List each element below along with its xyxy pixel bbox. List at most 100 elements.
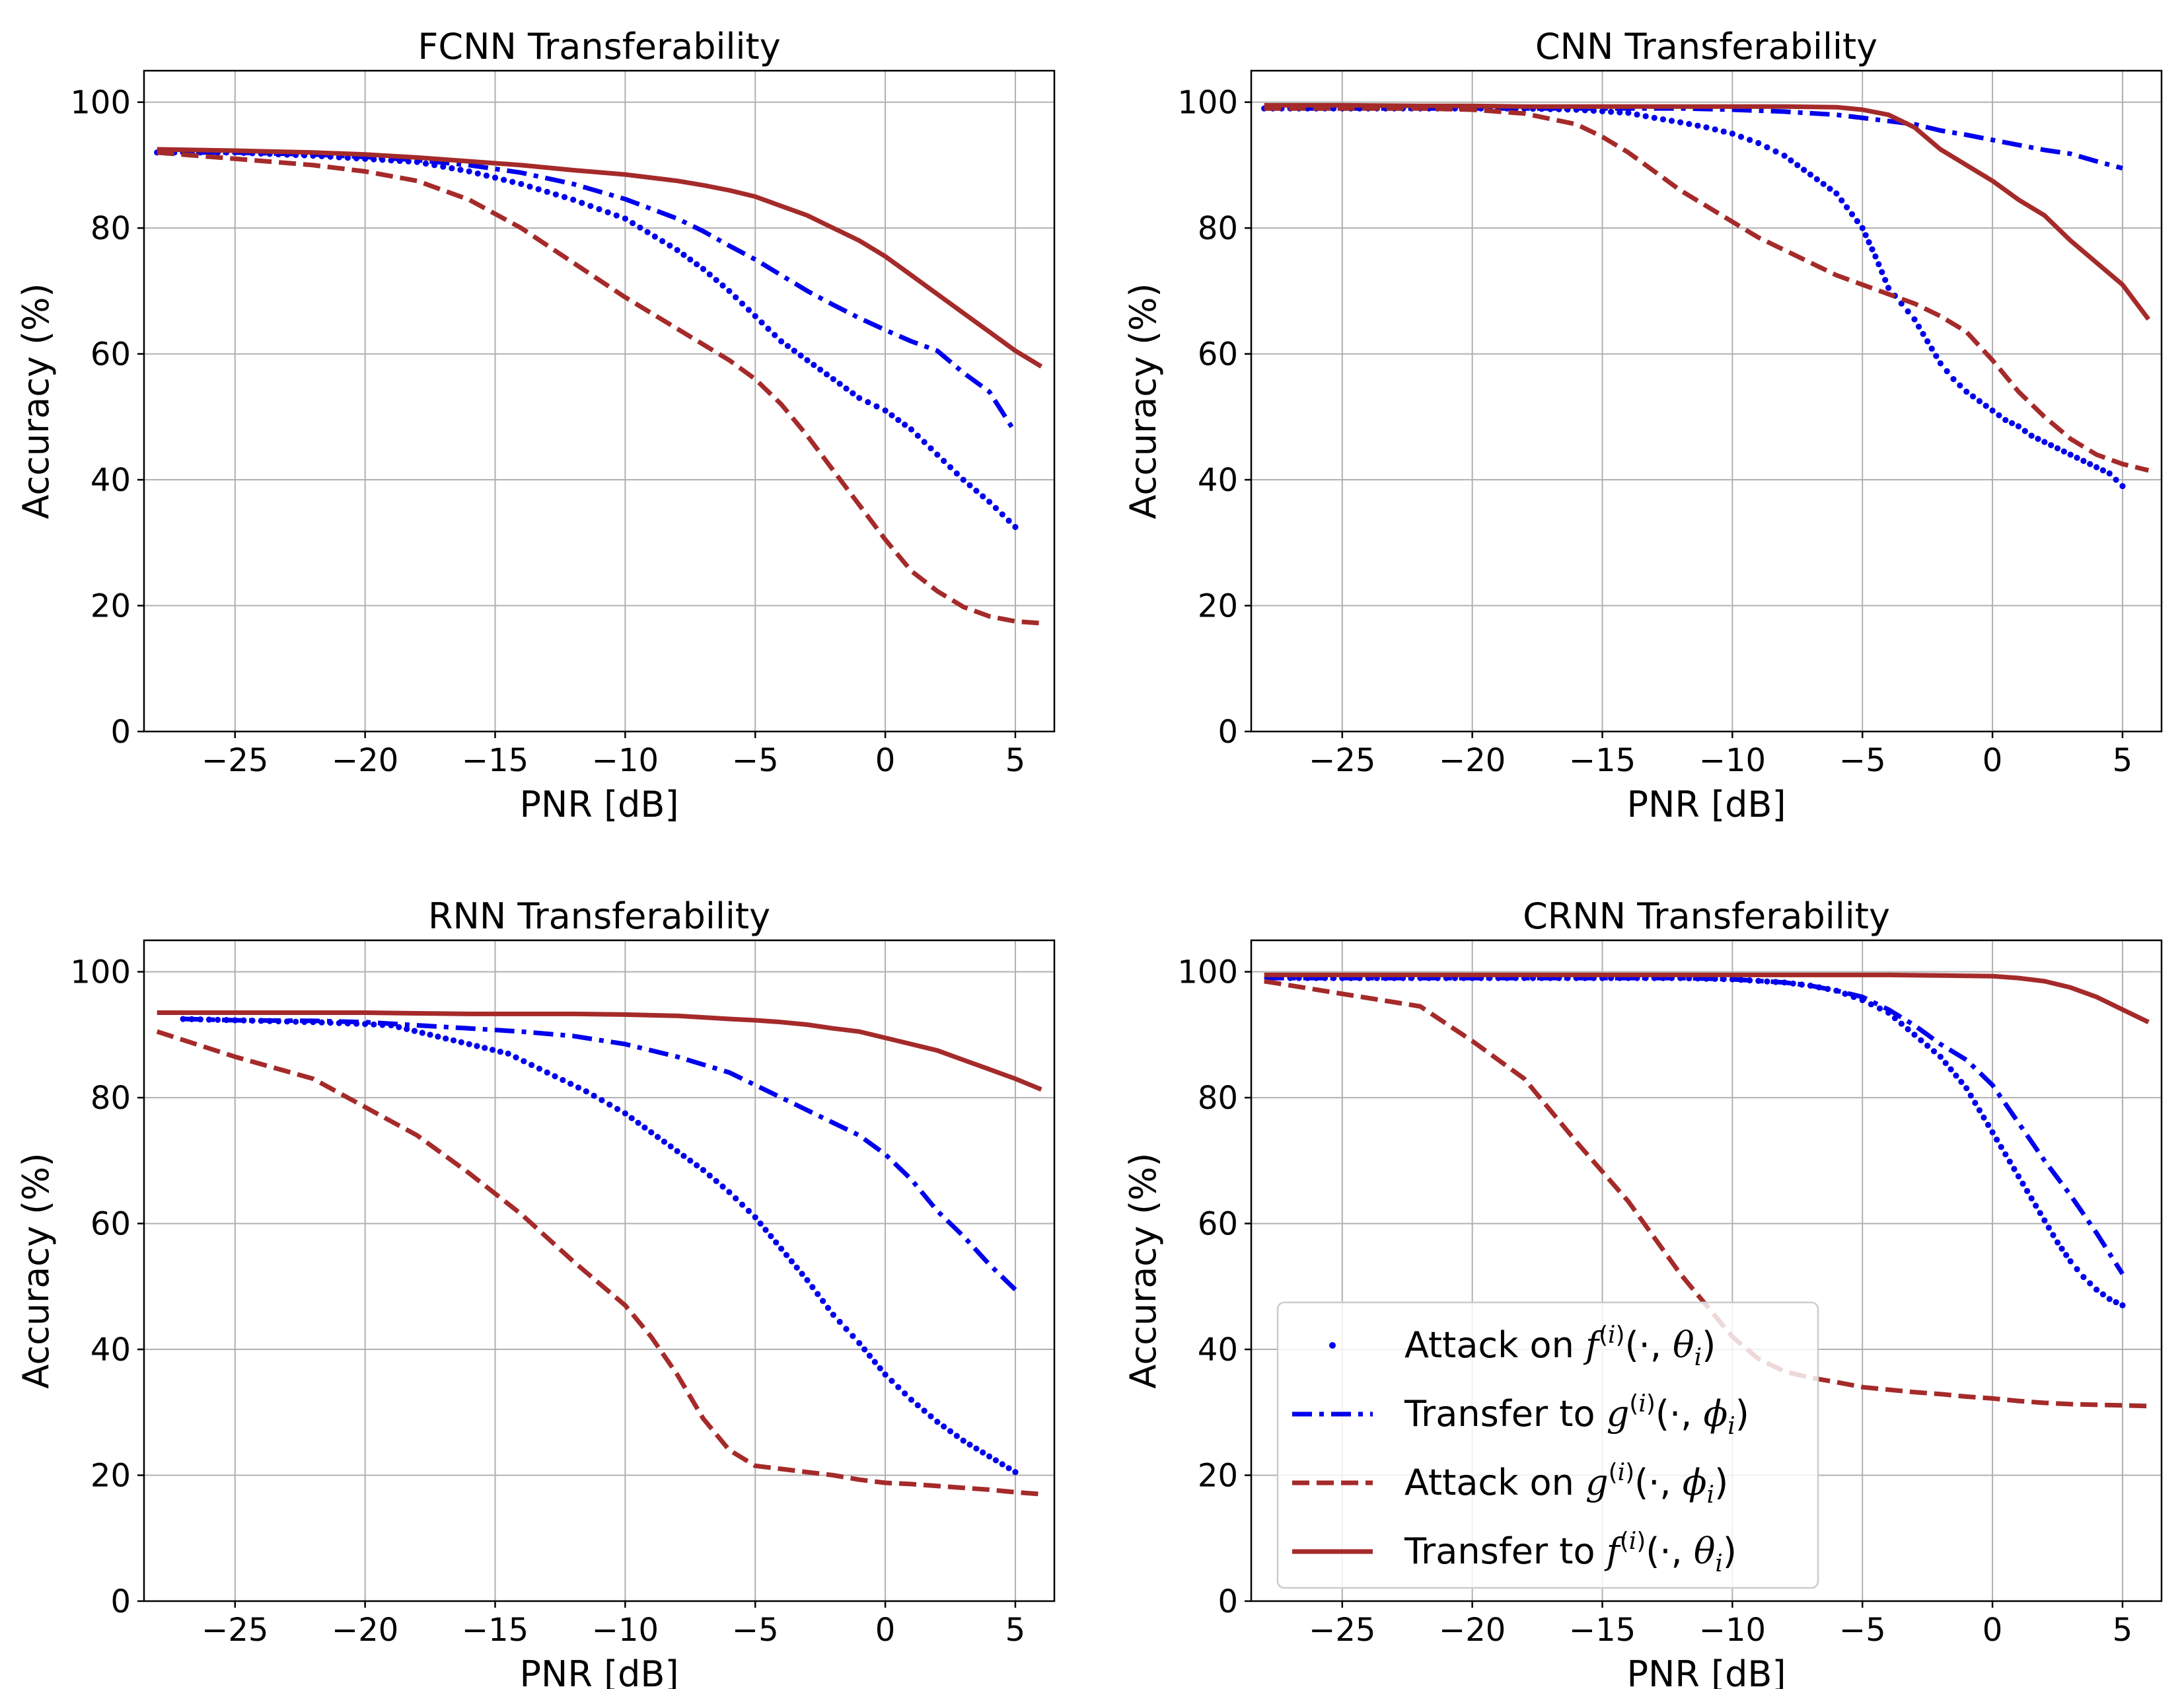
data-point xyxy=(706,1172,713,1179)
data-point xyxy=(713,1178,719,1184)
data-point xyxy=(1794,162,1801,169)
data-point xyxy=(648,1129,655,1136)
data-point xyxy=(811,361,817,368)
data-point xyxy=(1862,232,1869,239)
data-point xyxy=(791,348,797,354)
data-point xyxy=(1984,1121,1992,1128)
legend-item: Transfer to g(i)(·, ϕi) xyxy=(1292,1390,1749,1440)
data-point xyxy=(687,256,694,263)
data-point xyxy=(528,1061,535,1069)
chart-title: CNN Transferability xyxy=(1535,26,1877,67)
data-point xyxy=(934,451,941,458)
series-transfer-f-line xyxy=(1264,102,2151,321)
data-point xyxy=(1005,1465,1012,1472)
data-point xyxy=(1928,346,1935,352)
data-point xyxy=(941,457,947,465)
data-point xyxy=(661,1139,668,1145)
y-tick-label: 0 xyxy=(1218,1583,1238,1620)
x-tick-label: 5 xyxy=(2113,1612,2133,1649)
data-point xyxy=(1659,116,1666,123)
plot-lines xyxy=(1264,972,2150,1409)
data-point xyxy=(973,488,980,494)
data-point xyxy=(509,178,516,185)
y-tick-label: 0 xyxy=(1218,714,1238,751)
data-point xyxy=(2033,1202,2039,1209)
data-point xyxy=(1989,407,1996,414)
data-point xyxy=(1801,167,1807,173)
data-point xyxy=(2067,451,2074,458)
data-point xyxy=(700,266,707,272)
x-tick-label: −20 xyxy=(332,742,398,779)
data-point xyxy=(466,1041,472,1047)
data-point xyxy=(772,332,778,338)
data-point xyxy=(527,183,533,190)
data-point xyxy=(1764,144,1770,151)
data-point xyxy=(561,194,568,200)
data-point xyxy=(622,1110,628,1117)
data-point xyxy=(1788,157,1794,164)
data-point xyxy=(2119,482,2126,490)
y-tick-label: 100 xyxy=(1177,85,1238,122)
data-point xyxy=(614,1106,621,1112)
data-point xyxy=(902,422,908,428)
data-point xyxy=(587,203,594,209)
data-point xyxy=(793,1264,800,1271)
data-point xyxy=(2106,470,2113,477)
data-point xyxy=(457,167,464,173)
data-point xyxy=(427,1032,433,1038)
data-point xyxy=(1712,126,1718,133)
data-point xyxy=(1712,975,1718,983)
data-point xyxy=(513,1054,519,1061)
data-point xyxy=(726,1189,733,1195)
data-point xyxy=(1911,1032,1918,1038)
y-axis-label: Accuracy (%) xyxy=(1122,1152,1164,1388)
data-point xyxy=(947,464,954,470)
data-point xyxy=(1005,517,1012,524)
data-point xyxy=(419,1030,425,1036)
series-transfer-g-line xyxy=(157,150,1017,434)
x-tick-label: −10 xyxy=(1699,742,1766,779)
data-point xyxy=(973,1445,980,1452)
legend-item: Attack on f(i)(·, θi) xyxy=(1329,1322,1716,1371)
y-tick-label: 20 xyxy=(91,588,131,625)
data-point xyxy=(1642,113,1649,120)
data-point xyxy=(1963,389,1970,395)
data-point xyxy=(1848,211,1856,217)
data-point xyxy=(474,1043,480,1049)
data-point xyxy=(719,282,726,289)
data-point xyxy=(815,1291,821,1297)
data-point xyxy=(214,1016,221,1023)
data-point xyxy=(613,212,620,219)
data-point xyxy=(778,1246,785,1252)
data-point xyxy=(999,511,1005,518)
legend-label: Transfer to g(i)(·, ϕi) xyxy=(1404,1390,1749,1440)
y-tick-label: 0 xyxy=(110,1583,131,1620)
chart-title: RNN Transferability xyxy=(428,895,770,937)
data-point xyxy=(637,224,643,231)
data-point xyxy=(591,1092,597,1099)
data-point xyxy=(371,1021,377,1028)
chart-title: CRNN Transferability xyxy=(1523,895,1890,937)
x-tick-label: −25 xyxy=(1309,1612,1375,1649)
data-point xyxy=(596,206,602,213)
data-point xyxy=(482,1045,488,1051)
data-point xyxy=(622,215,628,222)
data-point xyxy=(599,1097,605,1104)
data-point xyxy=(474,170,481,177)
data-point xyxy=(804,1277,811,1283)
panel-fcnn: −25 −20 −15 −10 −5 0 5 0 20 40 60 80 100 FCNN Transf… xyxy=(15,26,1056,825)
data-point xyxy=(651,233,658,240)
data-point xyxy=(966,482,973,488)
data-point xyxy=(667,1143,674,1150)
data-point xyxy=(980,493,986,500)
data-point xyxy=(1703,124,1710,131)
data-point xyxy=(2080,457,2087,465)
data-point xyxy=(877,1365,883,1372)
data-point xyxy=(694,1162,700,1169)
data-point xyxy=(895,416,902,424)
data-point xyxy=(2028,432,2035,439)
data-point xyxy=(726,287,733,294)
data-point xyxy=(2020,1180,2026,1187)
y-tick-label: 60 xyxy=(91,1206,131,1243)
